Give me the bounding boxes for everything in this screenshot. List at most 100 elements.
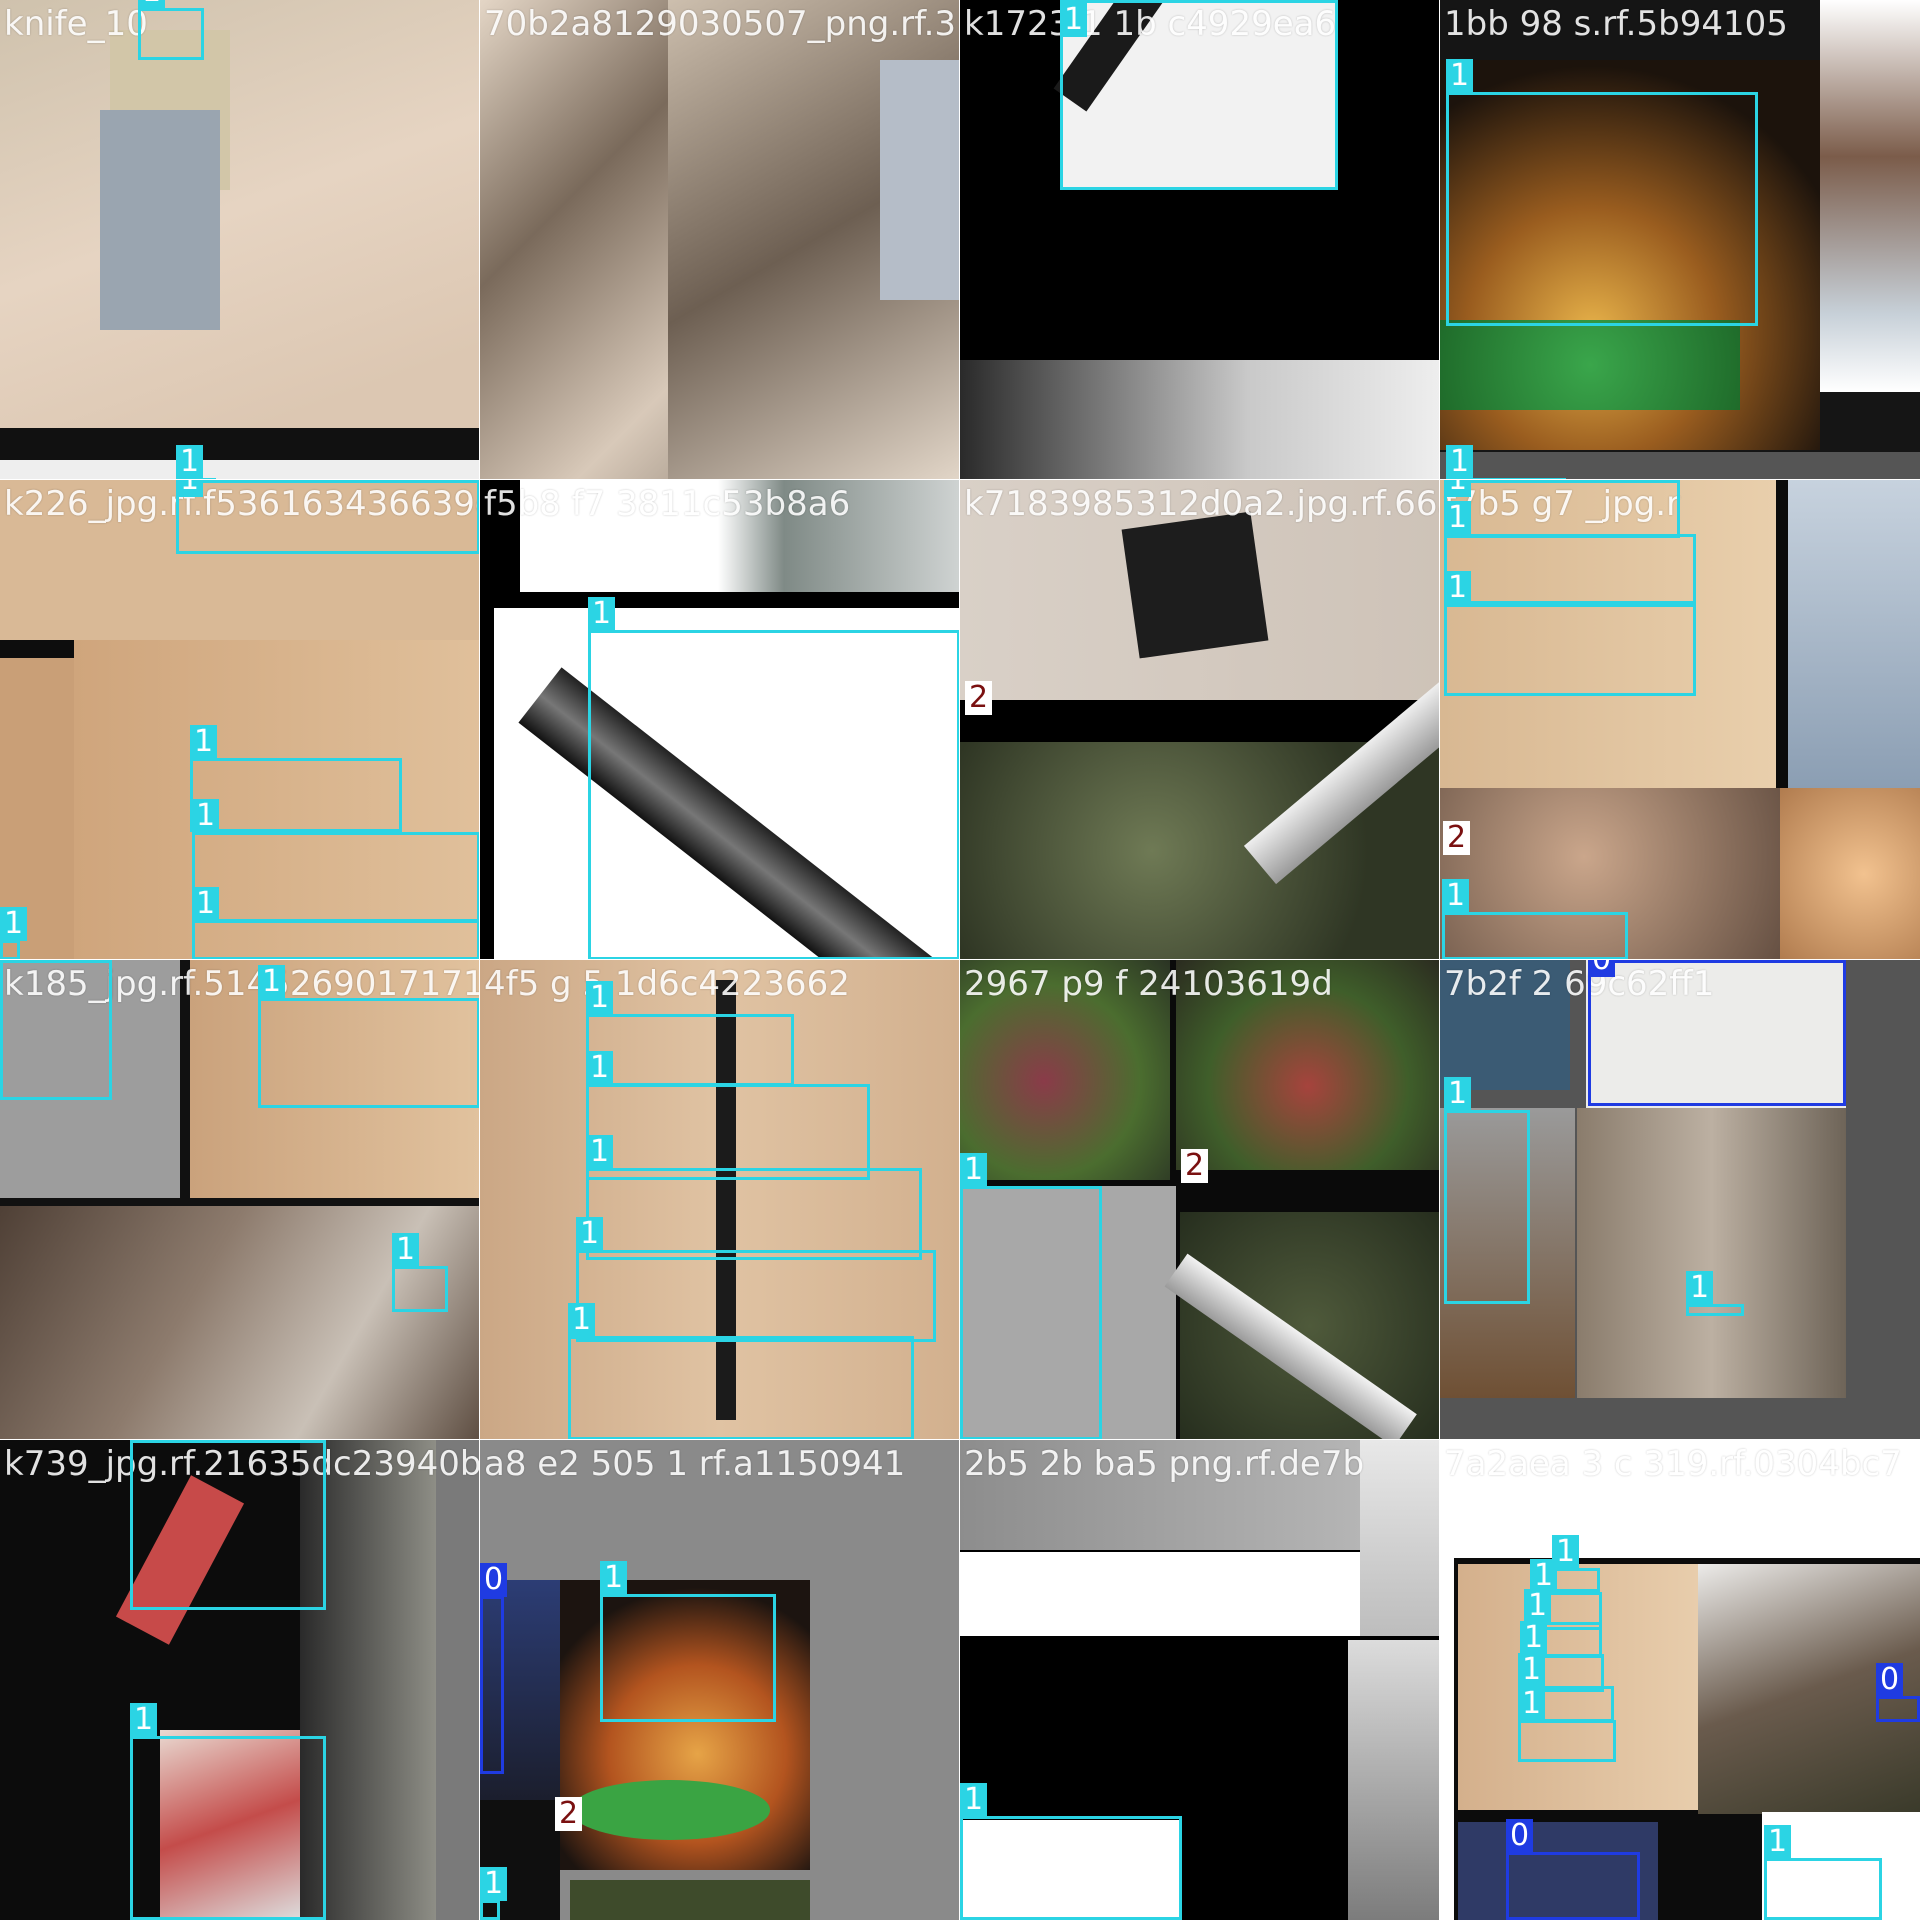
tile-filename: 70b2a8129030507_png.rf.3 <box>484 4 957 44</box>
bounding-box: 2 <box>1440 821 1471 864</box>
class-label: 1 <box>600 1561 628 1595</box>
class-label: 1 <box>588 597 616 631</box>
class-label: 1 <box>1520 1621 1548 1655</box>
tile-filename: 1bb 98 s.rf.5b94105 <box>1444 4 1788 44</box>
class-label: 1 <box>1444 480 1472 497</box>
class-label: 1 <box>176 445 204 479</box>
mosaic-tile: knife_10 1 1 <box>0 0 481 481</box>
tile-filename: 4f5 g 5 1d6c4223662 <box>484 964 850 1004</box>
class-label: 1 <box>586 1051 614 1085</box>
class-label: 0 <box>1506 1819 1534 1853</box>
bounding-box: 1 <box>1060 0 1338 190</box>
tile-filename: k226_jpg.rf.f536163436639c <box>4 484 480 524</box>
bounding-box: 0 <box>1588 960 1846 1106</box>
bounding-box: 0 <box>480 1563 508 1774</box>
tile-filename: k1723 1 1b c4929ea6 <box>964 4 1337 44</box>
class-label: 1 <box>1518 1687 1546 1721</box>
bounding-box: 1 <box>130 1703 326 1920</box>
tile-filename: k739_jpg.rf.21635dc23940bf <box>4 1444 480 1484</box>
class-label: 1 <box>960 1153 988 1187</box>
class-label: 1 <box>586 1135 614 1169</box>
class-label: 0 <box>480 1563 508 1597</box>
tile-filename: a8 e2 505 1 rf.a1150941 <box>484 1444 906 1484</box>
class-label: 1 <box>130 1440 158 1441</box>
class-label: 1 <box>1686 1271 1714 1305</box>
bounding-box: 1 <box>480 1867 508 1920</box>
class-label: 1 <box>138 0 166 9</box>
tile-filename: f7b5 g7 _jpg.r <box>1444 484 1681 524</box>
class-label: 1 <box>1444 571 1472 605</box>
class-label: 1 <box>568 1303 596 1337</box>
mosaic-tile: f5b8 f7 3811c53b8a6 1 <box>479 479 961 961</box>
bounding-box: 1 <box>1518 1687 1616 1762</box>
tile-filename: 2b5 2b ba5 png.rf.de7b <box>964 1444 1365 1484</box>
mosaic-tile: 1bb 98 s.rf.5b94105 1 1 <box>1439 0 1920 481</box>
mosaic-tile: 7b2f 2 69c62ff1 0 1 1 <box>1439 959 1920 1441</box>
class-label: 1 <box>1060 3 1088 37</box>
bounding-box: 0 <box>1876 1663 1920 1722</box>
tile-filename: 7a2aea 3 c 319.rf.0304bc7 <box>1444 1444 1902 1484</box>
tile-filename: f5b8 f7 3811c53b8a6 <box>484 484 851 524</box>
bounding-box: 1 <box>960 1783 1182 1920</box>
bounding-box: 1 <box>176 480 480 554</box>
class-label: 1 <box>130 1703 158 1737</box>
bounding-box: 1 <box>192 887 480 960</box>
tile-filename: 2967 p9 f 24103619d <box>964 964 1333 1004</box>
bounding-box: 1 <box>190 725 402 832</box>
class-label: 2 <box>1181 1149 1209 1183</box>
bounding-box: 2 <box>552 1797 583 1840</box>
bounding-box: 1 <box>1764 1825 1882 1920</box>
class-label: 0 <box>1588 960 1616 977</box>
tile-filename: k185_jpg.rf.514526901717197 <box>4 964 480 1004</box>
class-label: 1 <box>1446 445 1474 479</box>
mosaic-tile: 2967 p9 f 24103619d 1 2 <box>959 959 1441 1441</box>
bounding-box: 1 <box>1444 1077 1530 1304</box>
mosaic-tile: a8 e2 505 1 rf.a1150941 0 1 2 1 <box>479 1439 961 1920</box>
bounding-box: 1 <box>586 1051 870 1180</box>
class-label: 1 <box>176 480 204 497</box>
class-label: 1 <box>576 1217 604 1251</box>
bounding-box: 1 <box>1446 445 1566 480</box>
tile-filename: k7183985312d0a2.jpg.rf.66abd5c <box>964 484 1440 524</box>
class-label: 2 <box>555 1797 583 1831</box>
tile-filename: knife_10 <box>4 4 148 44</box>
class-label: 1 <box>960 1783 988 1817</box>
class-label: 1 <box>480 1867 508 1901</box>
mosaic-tile: k1723 1 1b c4929ea6 1 <box>959 0 1441 481</box>
bounding-box: 2 <box>962 681 993 724</box>
class-label: 1 <box>392 1233 420 1267</box>
bounding-box: 1 <box>1446 59 1758 326</box>
mosaic-tile: 70b2a8129030507_png.rf.3 <box>479 0 961 481</box>
class-label: 1 <box>190 725 218 759</box>
bounding-box: 1 <box>1552 1535 1600 1592</box>
mosaic-tile: 2b5 2b ba5 png.rf.de7b 1 <box>959 1439 1441 1920</box>
bounding-box: 1 <box>130 1440 326 1610</box>
bounding-box: 2 <box>1178 1149 1209 1192</box>
bounding-box: 1 <box>392 1233 448 1312</box>
bounding-box: 1 <box>192 799 480 922</box>
class-label: 1 <box>1518 1653 1546 1687</box>
class-label: 1 <box>192 887 220 921</box>
bounding-box: 1 <box>586 1135 922 1260</box>
class-label: 1 <box>1442 879 1470 913</box>
class-label: 1 <box>586 981 614 1015</box>
class-label: 2 <box>965 681 993 715</box>
bounding-box: 1 <box>138 0 204 60</box>
class-label: 1 <box>258 965 286 999</box>
mosaic-tile: 4f5 g 5 1d6c4223662 1 1 1 1 1 <box>479 959 961 1441</box>
class-label: 2 <box>1443 821 1471 855</box>
bounding-box: 1 <box>600 1561 776 1722</box>
mosaic-tile: 7a2aea 3 c 319.rf.0304bc7 1 1 1 1 1 1 0 … <box>1439 1439 1920 1920</box>
bounding-box: 1 <box>1444 571 1696 696</box>
bounding-box: 1 <box>576 1217 936 1342</box>
class-label: 0 <box>1876 1663 1904 1697</box>
bounding-box: 1 <box>1530 1559 1602 1630</box>
bounding-box: 1 <box>1442 879 1628 960</box>
class-label: 1 <box>1530 1559 1558 1593</box>
bounding-box: 1 <box>588 597 960 960</box>
bounding-box: 1 <box>0 960 112 1100</box>
class-label: 1 <box>0 907 28 941</box>
bounding-box: 1 <box>258 965 480 1108</box>
bounding-box: 1 <box>1444 480 1680 538</box>
